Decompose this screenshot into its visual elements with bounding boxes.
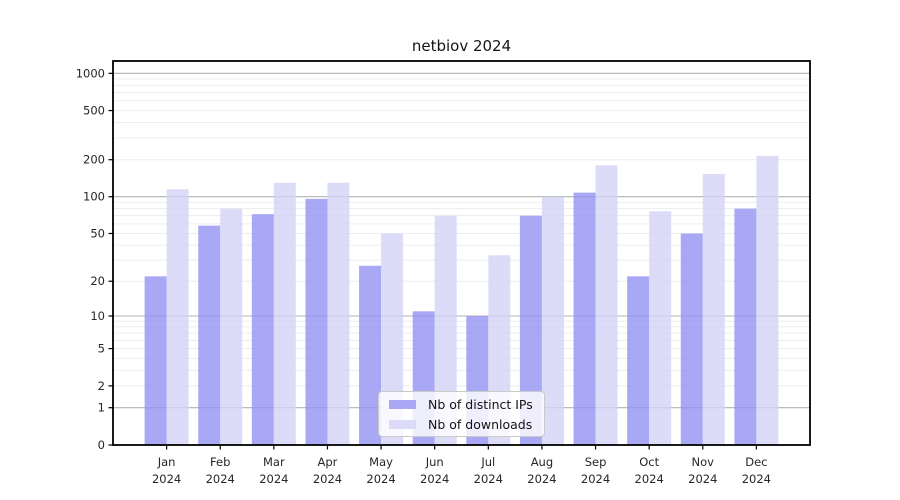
- y-tick-label: 50: [90, 226, 105, 240]
- bar-downloads-feb: [220, 208, 243, 445]
- bar-downloads-oct: [649, 211, 672, 445]
- bar-downloads-jun: [434, 215, 457, 445]
- x-tick-label-month: Apr: [318, 455, 338, 469]
- y-tick-label: 1000: [76, 66, 105, 80]
- legend-swatch-downloads: [389, 419, 416, 429]
- x-tick-label-year: 2024: [688, 472, 717, 486]
- chart-title: netbiov 2024: [411, 37, 512, 55]
- y-tick-label: 20: [90, 274, 105, 288]
- legend-item-distinct-ips: Nb of distinct IPs: [379, 394, 544, 414]
- y-tick-label: 10: [90, 309, 105, 323]
- x-tick-label-month: Feb: [210, 455, 230, 469]
- x-tick-label-month: May: [369, 455, 393, 469]
- x-tick-label-year: 2024: [742, 472, 771, 486]
- x-tick-label-year: 2024: [313, 472, 342, 486]
- y-tick-label: 100: [83, 190, 105, 204]
- legend-swatch-distinct-ips: [389, 399, 416, 409]
- legend-box: Nb of distinct IPs Nb of downloads: [378, 391, 545, 437]
- x-tick-label-year: 2024: [152, 472, 181, 486]
- x-tick-label-month: Aug: [531, 455, 553, 469]
- x-tick-label-year: 2024: [635, 472, 664, 486]
- x-tick-label-month: Mar: [263, 455, 285, 469]
- x-tick-label-year: 2024: [206, 472, 235, 486]
- bar-distinct-ips-sep: [573, 192, 596, 445]
- legend-label-distinct-ips: Nb of distinct IPs: [428, 396, 533, 412]
- bar-downloads-apr: [327, 182, 350, 445]
- legend-label-downloads: Nb of downloads: [428, 416, 533, 432]
- y-tick-label: 5: [98, 342, 105, 356]
- x-tick-label-year: 2024: [581, 472, 610, 486]
- bar-distinct-ips-jan: [144, 276, 167, 445]
- y-tick-label: 500: [83, 104, 105, 118]
- x-tick-label-year: 2024: [420, 472, 449, 486]
- bar-downloads-jan: [166, 189, 189, 445]
- bar-downloads-dec: [756, 155, 779, 445]
- y-tick-label: 0: [98, 438, 105, 452]
- bar-distinct-ips-nov: [680, 233, 703, 445]
- x-tick-label-month: Oct: [639, 455, 659, 469]
- x-tick-label-year: 2024: [474, 472, 503, 486]
- x-tick-label-year: 2024: [366, 472, 395, 486]
- y-tick-label: 1: [98, 401, 105, 415]
- bar-distinct-ips-apr: [305, 198, 328, 445]
- bar-downloads-nov: [702, 174, 725, 446]
- x-tick-label-month: Nov: [692, 455, 715, 469]
- bar-distinct-ips-dec: [734, 208, 757, 445]
- x-tick-label-month: Dec: [745, 455, 767, 469]
- bar-distinct-ips-mar: [251, 214, 274, 445]
- x-tick-label-year: 2024: [259, 472, 288, 486]
- bar-downloads-mar: [273, 182, 296, 445]
- bar-distinct-ips-aug: [519, 215, 542, 445]
- x-tick-label-month: Jul: [480, 455, 495, 469]
- bar-downloads-aug: [541, 196, 564, 445]
- x-tick-label-year: 2024: [527, 472, 556, 486]
- bar-distinct-ips-may: [359, 265, 382, 445]
- x-tick-label-month: Sep: [585, 455, 607, 469]
- x-tick-label-month: Jun: [425, 455, 444, 469]
- bar-downloads-sep: [595, 165, 618, 445]
- bar-distinct-ips-oct: [627, 276, 650, 445]
- bar-distinct-ips-feb: [198, 225, 221, 445]
- y-tick-label: 200: [83, 153, 105, 167]
- legend-item-downloads: Nb of downloads: [379, 414, 544, 434]
- y-tick-label: 2: [98, 379, 105, 393]
- x-tick-label-month: Jan: [157, 455, 176, 469]
- plot-border: [112, 60, 811, 446]
